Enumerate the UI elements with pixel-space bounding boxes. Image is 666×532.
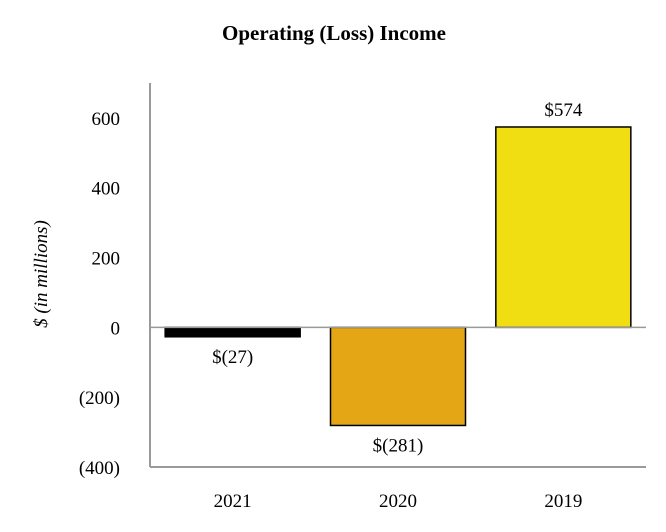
- category-labels: 2021 2020 2019: [214, 491, 583, 512]
- data-labels: $(27) $(281) $574: [212, 100, 583, 456]
- y-axis-title: $ (in millions): [31, 220, 52, 328]
- chart-title: Operating (Loss) Income: [222, 21, 446, 45]
- x-tick-label: 2020: [379, 491, 417, 512]
- bar-2020: [329, 326, 467, 427]
- y-tick-label: (200): [79, 388, 120, 409]
- data-label: $574: [544, 100, 583, 121]
- x-tick-label: 2021: [214, 491, 252, 512]
- y-tick-label: 0: [111, 318, 121, 339]
- x-tick-label: 2019: [544, 491, 582, 512]
- data-label: $(27): [212, 347, 253, 368]
- y-tick-label: 600: [92, 109, 121, 130]
- y-axis-ticks: (400) (200) 0 200 400 600: [79, 109, 120, 479]
- bars-group: [164, 126, 632, 427]
- y-tick-label: (400): [79, 458, 120, 479]
- bar-2021: [164, 326, 301, 338]
- bar-2019: [495, 126, 632, 329]
- data-label: $(281): [373, 435, 424, 456]
- y-tick-label: 200: [92, 249, 121, 270]
- y-tick-label: 400: [92, 179, 121, 200]
